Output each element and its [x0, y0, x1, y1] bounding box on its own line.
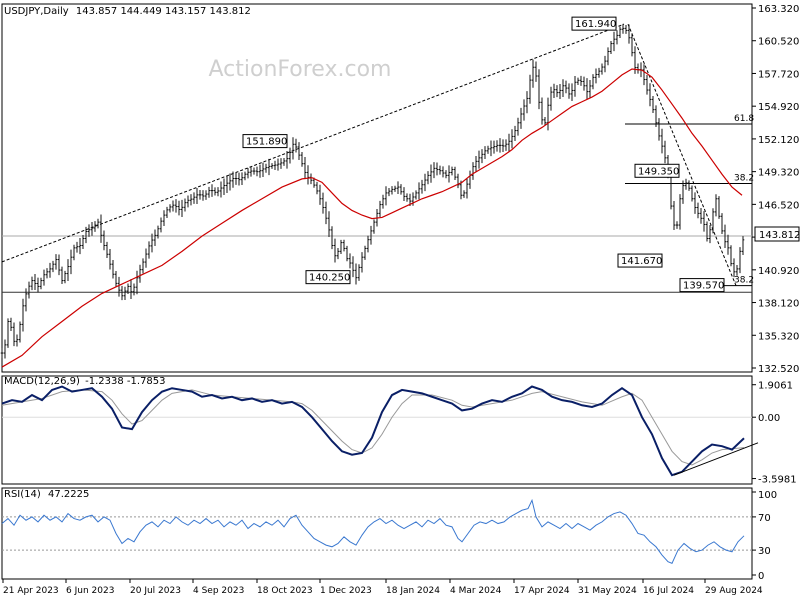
fib-label: 38.2	[734, 174, 754, 184]
price-axis: 163.320 160.520 157.720 154.920 152.120 149.3…	[752, 4, 799, 375]
current-price-label: 143.812	[759, 230, 800, 241]
date-tick-label: 18 Oct 2023	[257, 586, 313, 596]
symbol-title: USDJPY,Daily 143.857 144.449 143.157 143…	[4, 6, 251, 17]
moving-average	[1, 68, 743, 368]
date-tick-label: 17 Apr 2024	[514, 586, 570, 596]
chart-frame	[1, 3, 753, 580]
price-labels: 161.940 151.890 149.350 140.250 141.670 139.5…	[242, 16, 725, 293]
rsi-tick-label: 100	[758, 490, 777, 501]
price-tick-label: 138.120	[758, 299, 799, 310]
rsi-line	[1, 498, 745, 565]
macd-tick-label: 0.00	[758, 413, 780, 424]
trendlines	[1, 23, 737, 286]
trendline-1	[627, 23, 737, 286]
macd-tick-label: -3.5981	[758, 475, 797, 486]
price-label-box	[679, 278, 725, 293]
price-label-box	[617, 253, 663, 268]
price-label-box	[242, 134, 288, 149]
date-axis: 21 Apr 2023 6 Jun 2023 20 Jul 2023 4 Sep 20…	[2, 579, 763, 596]
macd-title: MACD(12,26,9) -1.2338 -1.7853	[4, 376, 166, 387]
symbol-line: USDJPY,Daily	[4, 6, 69, 17]
date-tick-label: 20 Jul 2023	[130, 586, 181, 596]
price-label: 141.670	[621, 256, 662, 267]
price-label: 139.570	[683, 281, 724, 292]
price-label: 161.940	[575, 19, 616, 30]
panel-headers: USDJPY,Daily 143.857 144.449 143.157 143…	[4, 6, 251, 500]
panel-border-2	[1, 487, 753, 580]
price-tick-label: 132.520	[758, 364, 799, 375]
watermark-text: ActionForex.com	[209, 57, 392, 82]
current-price-marker: 143.812	[754, 226, 800, 242]
rsi-value: 47.2225	[48, 489, 89, 500]
horizontal-lines	[2, 235, 752, 293]
date-tick-label: 4 Sep 2023	[193, 586, 244, 596]
ohlc-values: 143.857 144.449 143.157 143.812	[76, 6, 251, 17]
rsi-tick-label: 30	[758, 546, 771, 557]
rsi-panel: 100 70 30 0	[1, 490, 777, 582]
rsi-tick-label: 0	[758, 571, 764, 582]
macd-trendline	[673, 442, 759, 476]
moving-average-line	[1, 68, 743, 368]
price-label-box	[571, 16, 617, 31]
date-tick-label: 16 Jul 2024	[643, 586, 694, 596]
date-tick-label: 18 Jan 2024	[386, 586, 440, 596]
rsi-tick-label: 70	[758, 513, 771, 524]
date-tick-label: 4 Mar 2024	[450, 586, 502, 596]
macd-line	[1, 385, 745, 477]
price-tick-label: 154.920	[758, 102, 799, 113]
price-tick-label: 157.720	[758, 69, 799, 80]
macd-tick-label: 1.9061	[758, 381, 793, 392]
fib-label: 38.2	[734, 276, 754, 286]
price-label-box	[305, 270, 351, 285]
price-tick-label: 140.920	[758, 266, 799, 277]
watermark: ActionForex.com	[209, 57, 392, 82]
macd-name: MACD(12,26,9)	[4, 376, 80, 387]
price-tick-label: 146.520	[758, 200, 799, 211]
price-tick-label: 152.120	[758, 135, 799, 146]
price-label-box	[634, 163, 680, 178]
rsi-title: RSI(14) 47.2225	[4, 489, 89, 500]
price-tick-label: 163.320	[758, 4, 799, 15]
macd-panel: 1.9061 0.00 -3.5981	[1, 381, 797, 486]
price-bars	[0, 23, 745, 359]
price-label: 151.890	[246, 137, 287, 148]
price-tick-label: 149.320	[758, 168, 799, 179]
date-tick-label: 1 Dec 2023	[320, 586, 372, 596]
panel-border-1	[1, 375, 753, 485]
panel-border-0	[1, 3, 753, 373]
current-price-box	[754, 226, 800, 242]
price-label: 149.350	[638, 166, 679, 177]
price-tick-label: 160.520	[758, 37, 799, 48]
date-tick-label: 6 Jun 2023	[66, 586, 114, 596]
price-tick-label: 135.320	[758, 331, 799, 342]
trendline-0	[1, 23, 625, 263]
rsi-name: RSI(14)	[4, 489, 41, 500]
date-tick-label: 31 May 2024	[578, 586, 637, 596]
macd-signal-line	[1, 389, 745, 466]
price-label: 140.250	[309, 273, 350, 284]
macd-values: -1.2338 -1.7853	[85, 376, 165, 387]
date-tick-label: 29 Aug 2024	[705, 586, 763, 596]
date-tick-label: 21 Apr 2023	[3, 586, 59, 596]
fib-label: 61.8	[734, 114, 754, 124]
